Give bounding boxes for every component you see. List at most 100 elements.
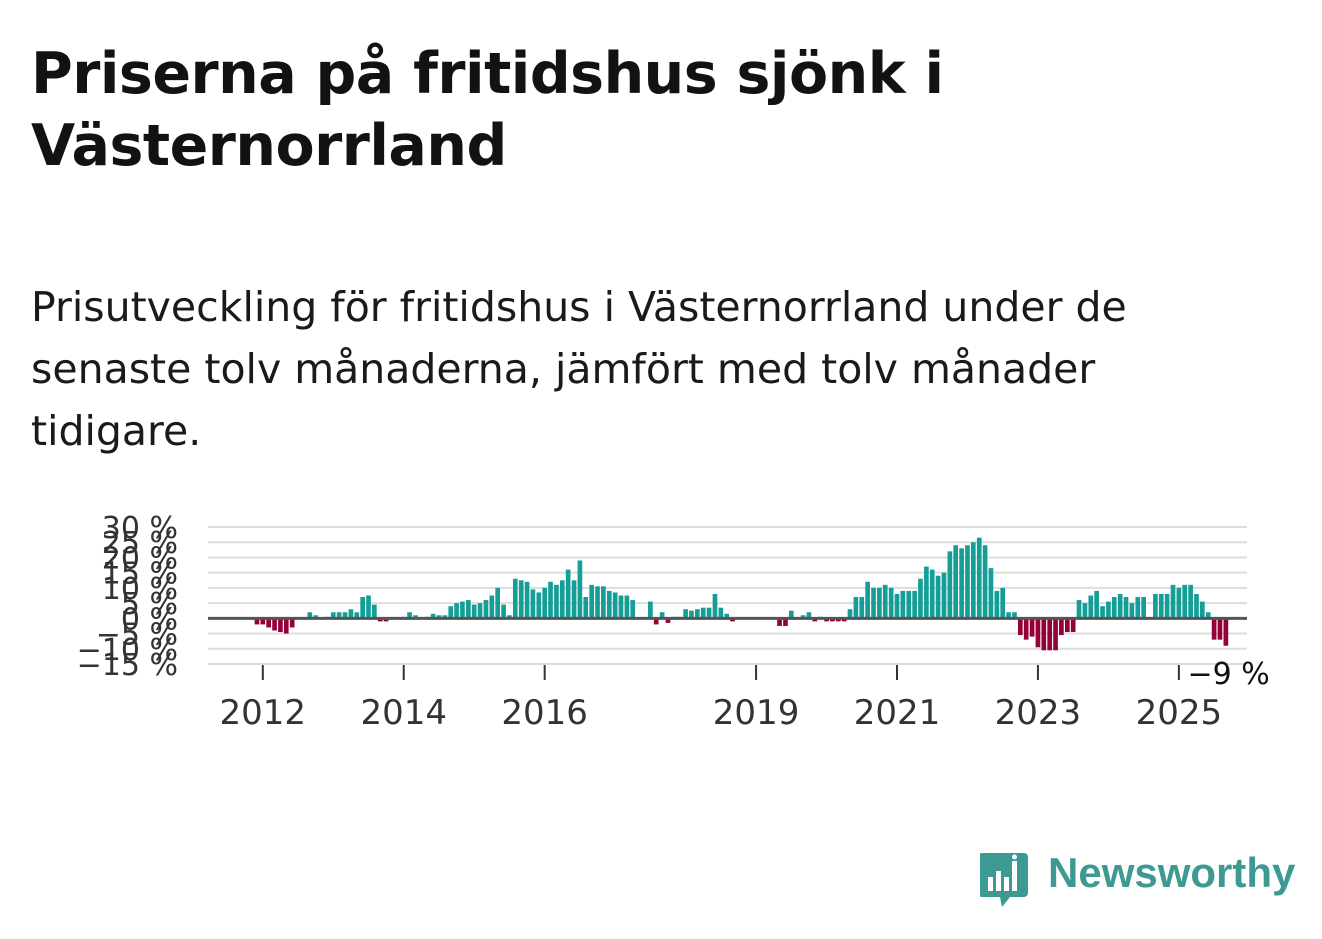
bar	[824, 618, 829, 622]
bar	[442, 615, 448, 619]
bar	[865, 581, 870, 619]
bar	[1012, 612, 1017, 619]
y-tick-label: 0 %	[121, 602, 178, 637]
bar	[1188, 584, 1193, 619]
bar	[1070, 618, 1076, 633]
bar	[1106, 601, 1111, 619]
x-tick-label: 2019	[713, 693, 800, 733]
bar	[730, 618, 735, 622]
bar	[413, 615, 418, 619]
bar	[941, 572, 947, 619]
bar	[894, 593, 900, 619]
bar	[1211, 618, 1217, 640]
bar	[336, 612, 342, 619]
bar	[1035, 618, 1041, 648]
bar	[900, 590, 906, 619]
x-tick-label: 2021	[854, 693, 941, 733]
bar	[466, 600, 471, 619]
x-tick-label: 2023	[995, 693, 1082, 733]
bar	[1129, 603, 1135, 619]
bar	[724, 613, 730, 619]
bar	[947, 551, 953, 619]
x-tick-label: 2014	[360, 693, 447, 733]
bar	[853, 597, 859, 619]
bar	[583, 597, 589, 619]
bar	[1029, 618, 1035, 637]
bar	[254, 618, 260, 625]
bar	[1199, 601, 1205, 619]
bar	[1194, 593, 1199, 619]
bar	[1111, 597, 1117, 619]
y-tick-label: −15 %	[77, 648, 178, 683]
x-tick-label: 2016	[501, 693, 588, 733]
bar	[1123, 597, 1129, 619]
bar	[976, 537, 982, 619]
bar	[571, 580, 577, 619]
bar	[1000, 587, 1006, 619]
bar	[841, 618, 847, 622]
bar	[307, 612, 313, 619]
bar	[1117, 593, 1123, 619]
bar	[788, 610, 794, 619]
bar	[471, 604, 477, 619]
bar	[1064, 618, 1070, 633]
bar	[906, 590, 912, 619]
bar	[1088, 595, 1094, 619]
bar	[1158, 593, 1164, 619]
bar	[360, 597, 365, 619]
bar	[1053, 618, 1058, 651]
bar	[366, 595, 371, 619]
bar	[577, 560, 583, 619]
bar	[777, 618, 782, 626]
bar	[653, 618, 659, 625]
bar	[260, 618, 266, 625]
bar	[1141, 597, 1146, 619]
x-tick-label: 2012	[220, 693, 307, 733]
chart-title: Priserna på fritidshus sjönk i Västernor…	[31, 41, 944, 179]
bar	[530, 589, 536, 619]
chart-subtitle: Prisutveckling för fritidshus i Västerno…	[31, 283, 1127, 455]
bar	[1006, 612, 1011, 619]
bar	[454, 603, 459, 619]
bar	[1059, 618, 1064, 636]
bar	[612, 592, 618, 619]
bar	[348, 609, 354, 619]
bar	[1217, 618, 1223, 640]
bar	[888, 587, 894, 619]
bar	[935, 575, 941, 619]
bar	[1017, 618, 1023, 636]
y-tick-label: 15 %	[102, 557, 178, 592]
bar	[1205, 612, 1211, 619]
bar	[518, 580, 524, 619]
bar	[1164, 593, 1170, 619]
bar	[618, 595, 624, 619]
bar	[512, 578, 518, 619]
bar	[1094, 590, 1099, 619]
bar	[706, 607, 712, 619]
y-tick-label: −10 %	[77, 633, 178, 668]
bar	[712, 593, 718, 619]
bar	[289, 618, 295, 628]
grid-lines	[208, 526, 1247, 665]
bar	[507, 615, 512, 619]
bar	[483, 600, 489, 619]
bar	[377, 618, 383, 622]
bar	[718, 607, 724, 619]
bar	[565, 569, 571, 619]
bar	[495, 587, 501, 619]
bar	[1176, 587, 1182, 619]
bar	[1170, 584, 1176, 619]
bar	[1153, 593, 1158, 619]
y-tick-label: 30 %	[102, 511, 178, 546]
brand-name: Newsworthy	[1048, 849, 1296, 896]
bar	[330, 612, 336, 619]
bar	[524, 581, 530, 619]
bar	[1023, 618, 1029, 640]
bar	[689, 610, 694, 619]
bar	[283, 618, 289, 634]
bar	[918, 578, 923, 619]
bar	[372, 604, 377, 619]
bar	[924, 566, 929, 619]
bar	[313, 615, 318, 619]
